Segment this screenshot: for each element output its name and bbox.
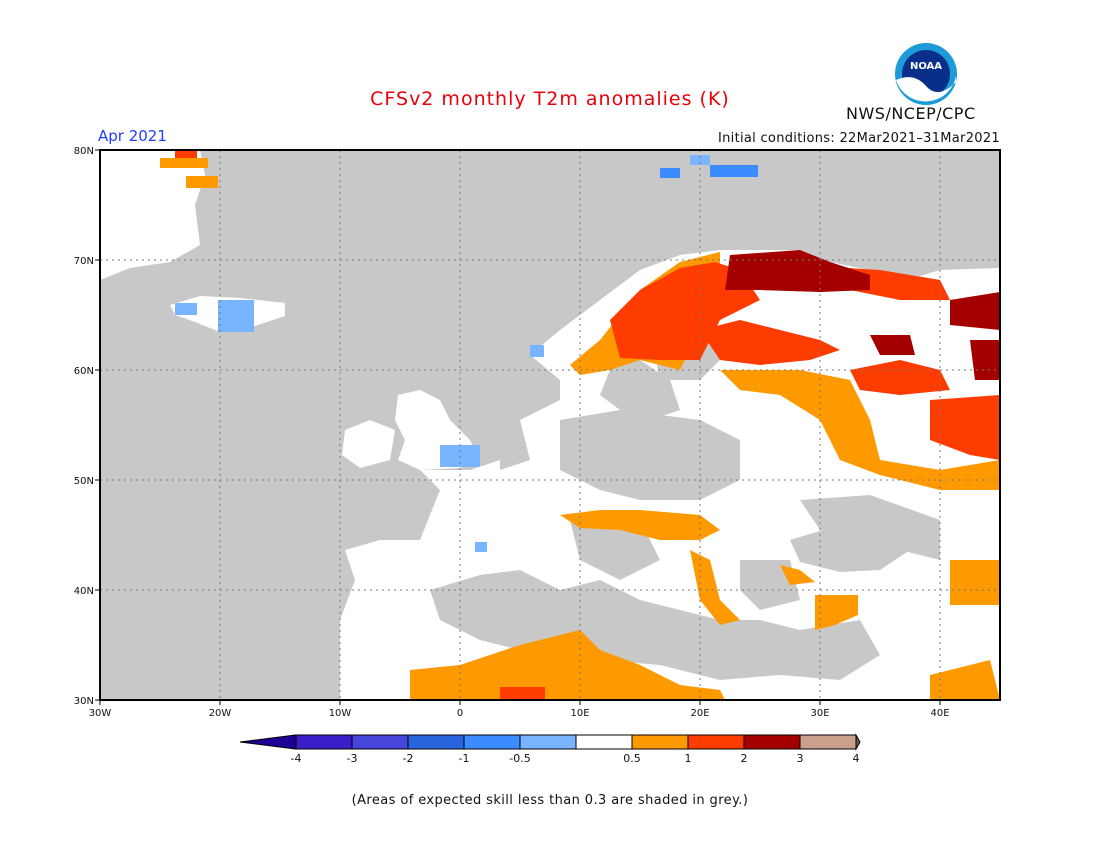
western-europe-land — [340, 460, 500, 700]
norway-blue-cell — [530, 345, 544, 357]
chart-title: CFSv2 monthly T2m anomalies (K) — [370, 88, 730, 110]
anatolia-orange — [815, 595, 858, 630]
latitude-labels: 80N 70N 60N 50N 40N 30N — [74, 146, 100, 707]
latitude-label: 40N — [74, 586, 94, 597]
logo-text: NOAA — [910, 61, 942, 72]
finland-red — [700, 320, 840, 365]
colorbar-label: -1 — [459, 752, 470, 765]
france-blue-cell — [475, 542, 487, 552]
colorbar-arrow-high — [855, 733, 861, 751]
svalbard-blue-cell-3 — [660, 168, 680, 178]
longitude-label: 20W — [209, 708, 232, 719]
longitude-label: 30W — [89, 708, 112, 719]
agency-label: NWS/NCEP/CPC — [846, 104, 976, 123]
algeria-red-cell — [500, 687, 545, 700]
longitude-label: 20E — [690, 708, 709, 719]
turkey-orange — [780, 565, 815, 585]
latitude-label: 70N — [74, 256, 94, 267]
colorbar-label: -2 — [403, 752, 414, 765]
latitude-label: 80N — [74, 146, 94, 157]
graticule — [100, 150, 1000, 700]
mediterranean-sea — [430, 570, 880, 680]
colorbar-label: 0.5 — [623, 752, 641, 765]
colorbar-label: -0.5 — [509, 752, 530, 765]
scandinavia-red — [610, 262, 760, 360]
colorbar-label: 3 — [797, 752, 804, 765]
russia-red — [850, 360, 950, 395]
colorbar-segment — [351, 734, 409, 750]
east-russia-red — [930, 395, 1000, 460]
greenland-land — [100, 150, 205, 280]
ireland-land — [342, 420, 395, 468]
colorbar-segment — [463, 734, 521, 750]
colorbar-segment — [743, 734, 801, 750]
initial-conditions: Initial conditions: 22Mar2021–31Mar2021 — [717, 131, 1000, 146]
balkans-orange — [690, 550, 740, 625]
greenland-orange-cell-2 — [186, 176, 218, 188]
latitude-label: 30N — [74, 696, 94, 707]
latitude-label: 50N — [74, 476, 94, 487]
greenland-orange-cell — [160, 158, 208, 168]
longitude-label: 30E — [810, 708, 829, 719]
colorbar-segment — [295, 734, 353, 750]
footnote: (Areas of expected skill less than 0.3 a… — [351, 793, 749, 808]
iceland-blue-cell-2 — [175, 303, 197, 315]
colorbar-label: 4 — [853, 752, 860, 765]
noaa-logo: NOAA — [895, 43, 957, 105]
colorbar-segment — [631, 734, 689, 750]
russia-darkred — [870, 335, 915, 355]
colorbar-label: -3 — [347, 752, 358, 765]
longitude-labels: 30W 20W 10W 0 10E 20E 30E 40E — [89, 700, 950, 719]
colorbar-segment — [799, 734, 857, 750]
longitude-label: 0 — [457, 708, 463, 719]
ukraine-grey — [800, 495, 940, 560]
iceland-blue-cell — [218, 300, 254, 332]
colorbar-segment — [575, 734, 633, 750]
colorbar: -4 -3 -2 -1 -0.5 0.5 1 2 3 4 — [239, 733, 861, 765]
north-africa-orange — [410, 630, 725, 700]
alps-orange — [560, 510, 720, 540]
svalbard-blue-cell — [690, 155, 710, 165]
colorbar-segment — [407, 734, 465, 750]
colorbar-segment — [687, 734, 745, 750]
colorbar-segment — [519, 734, 577, 750]
forecast-month: Apr 2021 — [98, 127, 167, 145]
russia-orange — [720, 370, 1000, 490]
svalbard-blue-cell-2 — [710, 165, 758, 177]
map-frame — [99, 149, 1001, 701]
colorbar-arrow-low — [239, 734, 297, 750]
colorbar-label: -4 — [291, 752, 302, 765]
colorbar-label: 2 — [741, 752, 748, 765]
colorbar-label: 1 — [685, 752, 692, 765]
middle-east-orange — [930, 660, 1000, 700]
caucasus-orange — [950, 560, 1000, 605]
central-europe-grey — [560, 410, 740, 500]
land-fill-layer — [100, 150, 1000, 700]
urals-darkred — [970, 340, 1000, 380]
latitude-label: 60N — [74, 366, 94, 377]
greenland-red-cell — [175, 150, 197, 158]
longitude-label: 10E — [570, 708, 589, 719]
longitude-label: 10W — [329, 708, 352, 719]
barents-darkred — [950, 292, 1000, 330]
longitude-label: 40E — [930, 708, 949, 719]
